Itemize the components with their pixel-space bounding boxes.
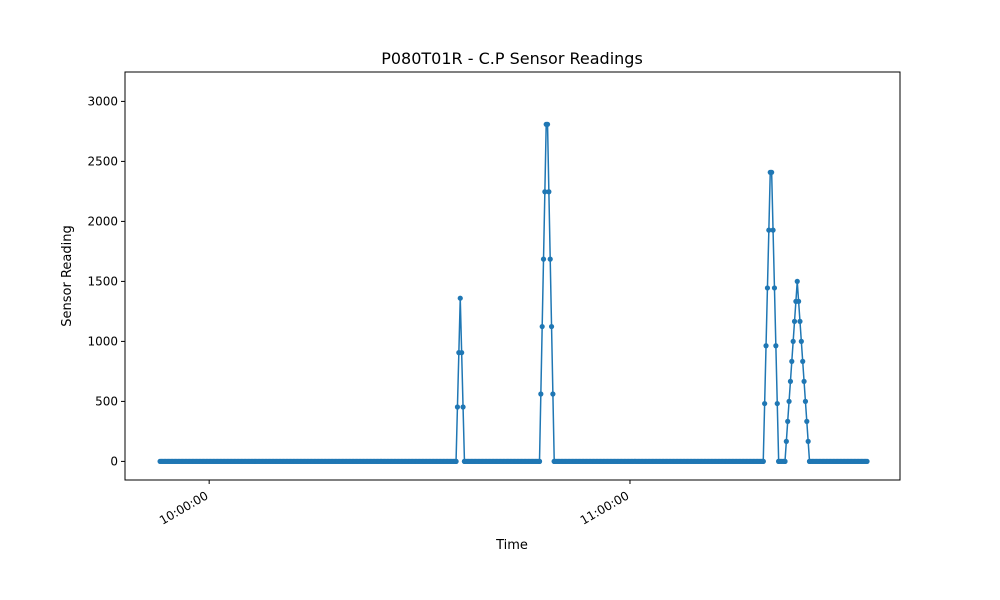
data-point: [787, 378, 794, 384]
data-point: [762, 400, 768, 407]
data-point: [547, 256, 553, 262]
data-point: [771, 285, 778, 291]
y-tick-label: 500: [95, 394, 118, 408]
y-tick-label: 0: [110, 454, 118, 468]
data-point: [770, 227, 776, 233]
data-point: [864, 458, 870, 464]
y-tick-label: 1500: [87, 274, 118, 288]
data-point: [766, 227, 772, 233]
data-point: [454, 404, 461, 410]
data-point: [798, 338, 804, 344]
data-point: [783, 438, 789, 444]
data-point: [785, 418, 791, 424]
y-tick-label: 2500: [87, 154, 118, 168]
data-point: [538, 391, 544, 397]
data-point: [773, 343, 779, 349]
data-point: [546, 189, 552, 195]
data-point: [789, 358, 795, 364]
y-axis: 0 500 1000 1500 2000 2500 3000: [87, 94, 125, 468]
chart-title: P080T01R - C.P Sensor Readings: [381, 49, 643, 68]
data-point: [542, 189, 548, 195]
data-point: [536, 458, 543, 464]
data-point: [457, 295, 463, 301]
x-axis-title: Time: [495, 538, 528, 553]
data-point: [797, 318, 803, 324]
data-point: [453, 458, 459, 464]
data-point: [804, 418, 810, 424]
data-point: [782, 458, 788, 464]
data-point: [460, 404, 466, 410]
data-point: [791, 318, 798, 324]
data-point: [800, 358, 806, 364]
data-point: [802, 398, 809, 404]
data-point: [786, 398, 792, 404]
data-point: [550, 391, 556, 397]
data-point: [459, 350, 465, 356]
plot-area: [157, 121, 870, 464]
data-point: [790, 338, 796, 344]
data-point: [764, 285, 771, 291]
data-point: [544, 121, 551, 127]
data-point: [540, 256, 547, 262]
data-point: [805, 438, 811, 444]
data-point: [801, 378, 807, 384]
y-axis-title: Sensor Reading: [60, 225, 75, 326]
y-tick-label: 2000: [87, 214, 118, 228]
data-point: [548, 323, 555, 330]
data-point: [763, 343, 769, 349]
plot-frame: [124, 71, 901, 481]
data-point: [769, 169, 775, 175]
data-point: [794, 278, 800, 284]
data-point: [760, 458, 766, 464]
y-tick-label: 1000: [87, 334, 118, 348]
data-point: [539, 323, 545, 330]
y-tick-label: 3000: [87, 94, 118, 108]
data-point: [774, 400, 780, 407]
data-point: [796, 298, 802, 304]
